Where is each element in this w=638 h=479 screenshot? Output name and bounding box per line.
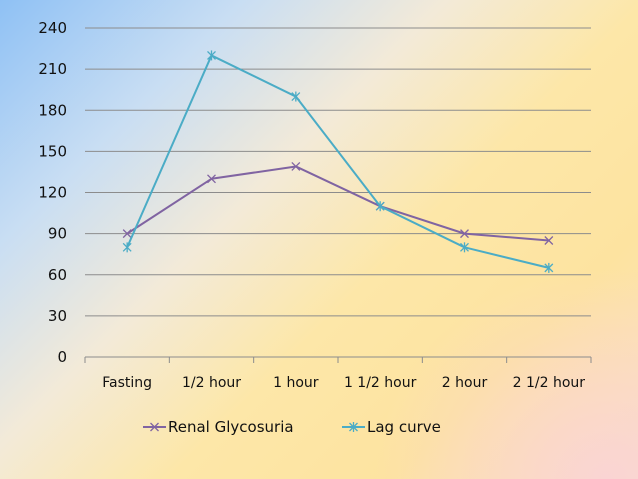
legend-marker-glyph (150, 422, 159, 432)
x-tick-label: 1 hour (273, 375, 319, 391)
data-point (544, 236, 554, 245)
x-tick-label: 1 1/2 hour (344, 375, 417, 391)
y-tick-label: 180 (38, 101, 67, 119)
x-tick-label: 2 1/2 hour (513, 375, 586, 391)
series-line-0 (126, 165, 549, 242)
data-point (122, 242, 132, 253)
data-point (122, 229, 132, 239)
y-tick-label: 60 (48, 266, 67, 284)
x-tick-label: Fasting (102, 375, 152, 391)
y-tick-label: 90 (48, 225, 67, 243)
y-tick-label: 210 (38, 60, 67, 78)
series-group (122, 50, 554, 273)
y-tick-label: 150 (38, 142, 67, 160)
legend-marker-lag-curve (349, 422, 358, 432)
legend-item-renal-glycosuria: Renal Glycosuria (143, 418, 294, 436)
data-point (207, 174, 216, 184)
legend-marker-renal-glycosuria (150, 422, 159, 432)
x-axis: Fasting 1/2 hour 1 hour 1 1/2 hour 2 hour 2 1… (84, 356, 592, 391)
x-tick-label: 2 hour (442, 375, 488, 391)
legend: Renal Glycosuria Lag curve (143, 418, 441, 436)
legend-label-lag-curve: Lag curve (367, 418, 441, 436)
data-point (544, 262, 554, 273)
legend-marker-glyph (349, 422, 358, 432)
y-axis-ticks: 0 30 60 90 120 150 180 210 240 (38, 19, 67, 366)
legend-item-lag-curve: Lag curve (342, 418, 441, 436)
y-tick-label: 240 (38, 19, 67, 37)
data-point (375, 201, 385, 212)
data-point (460, 242, 469, 253)
x-tick-label: 1/2 hour (182, 375, 241, 391)
y-tick-label: 0 (57, 348, 67, 366)
data-point (291, 91, 301, 102)
y-tick-label: 30 (48, 307, 67, 325)
data-point (291, 161, 301, 171)
data-point (207, 50, 216, 61)
legend-label-renal-glycosuria: Renal Glycosuria (168, 418, 294, 436)
data-point (460, 229, 469, 239)
y-tick-label: 120 (38, 184, 67, 202)
series-line-1 (126, 54, 550, 269)
